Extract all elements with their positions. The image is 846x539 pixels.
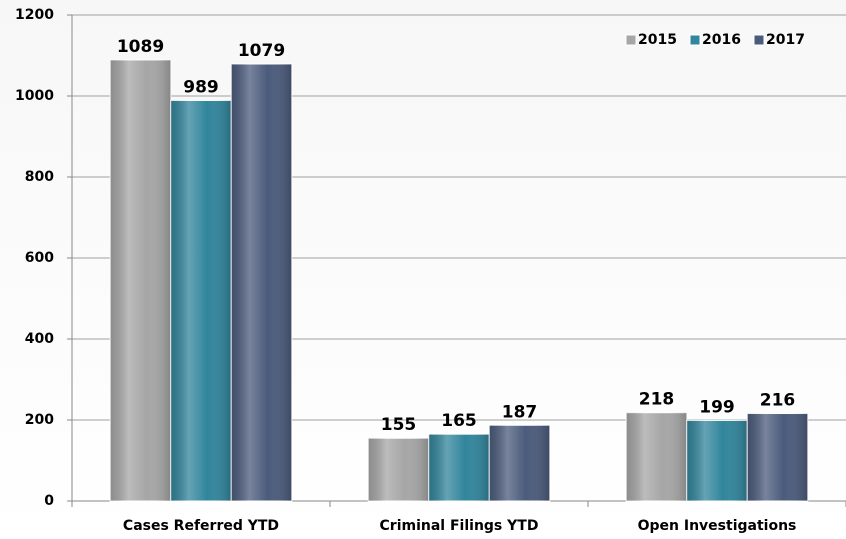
data-label: 165	[441, 411, 477, 431]
bar-shine	[368, 438, 429, 501]
data-label: 155	[381, 415, 417, 435]
data-label: 1089	[117, 37, 164, 57]
legend-swatch	[625, 34, 637, 46]
data-label: 218	[639, 390, 675, 410]
legend-swatch	[689, 34, 701, 46]
y-tick-label: 1000	[15, 88, 54, 104]
x-tick-label: Cases Referred YTD	[123, 518, 279, 534]
y-tick-label: 1200	[15, 7, 54, 23]
legend-label: 2016	[702, 32, 741, 48]
legend-label: 2015	[638, 32, 677, 48]
bar-shine	[626, 412, 687, 501]
y-tick-label: 0	[44, 493, 54, 509]
y-tick-label: 400	[25, 331, 54, 347]
bar-shine	[489, 425, 550, 501]
bar-shine	[686, 420, 748, 501]
data-label: 1079	[238, 41, 285, 61]
data-label: 216	[760, 391, 796, 411]
y-tick-label: 200	[25, 412, 54, 428]
bar-shine	[231, 64, 292, 501]
data-label: 199	[699, 397, 735, 417]
bar-shine	[110, 59, 171, 501]
data-label: 989	[183, 77, 219, 97]
x-tick-label: Open Investigations	[638, 518, 797, 534]
y-tick-label: 600	[25, 250, 54, 266]
bar-shine	[747, 413, 808, 501]
bar-shine	[170, 100, 232, 501]
data-label: 187	[502, 402, 538, 422]
legend-swatch	[753, 34, 765, 46]
x-tick-label: Criminal Filings YTD	[380, 518, 539, 534]
legend-label: 2017	[766, 32, 805, 48]
y-tick-label: 800	[25, 169, 54, 185]
bar-shine	[428, 434, 490, 501]
